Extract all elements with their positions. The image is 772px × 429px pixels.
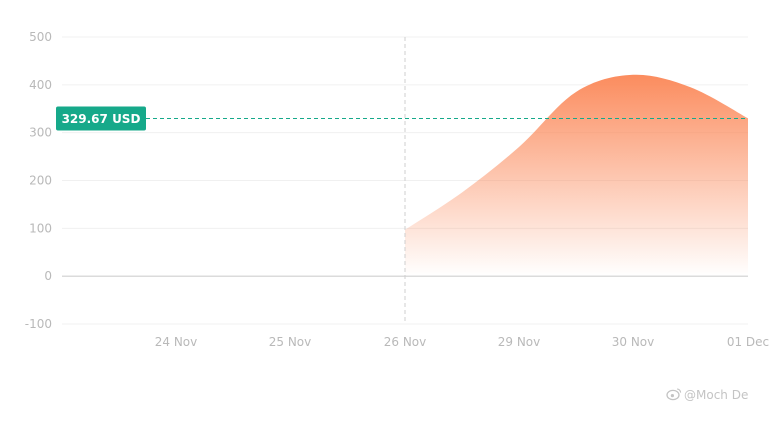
y-tick-label: 200 [29, 174, 52, 188]
weibo-logo-icon [666, 388, 682, 401]
x-tick-label: 01 Dec [727, 335, 769, 349]
x-tick-label: 29 Nov [498, 335, 541, 349]
tick-layer: 500 400 300 200 100 0 -100 24 Nov 25 Nov 26 Nov 29… [25, 30, 769, 349]
x-tick-label: 24 Nov [155, 335, 198, 349]
y-tick-label: -100 [25, 317, 52, 331]
y-tick-label: 300 [29, 126, 52, 140]
x-tick-label: 26 Nov [384, 335, 427, 349]
x-tick-label: 25 Nov [269, 335, 312, 349]
area-fill [405, 74, 748, 277]
reference-label-badge [56, 106, 146, 131]
x-tick-label: 30 Nov [612, 335, 655, 349]
overlay-layer: 329.67 USD [56, 37, 748, 324]
y-tick-label: 0 [44, 269, 52, 283]
area-layer [405, 74, 748, 277]
watermark-text: @Moch De [684, 388, 748, 402]
y-tick-label: 400 [29, 78, 52, 92]
watermark: @Moch De [666, 388, 748, 402]
reference-label-text: 329.67 USD [62, 112, 141, 126]
y-tick-label: 500 [29, 30, 52, 44]
y-tick-label: 100 [29, 221, 52, 235]
